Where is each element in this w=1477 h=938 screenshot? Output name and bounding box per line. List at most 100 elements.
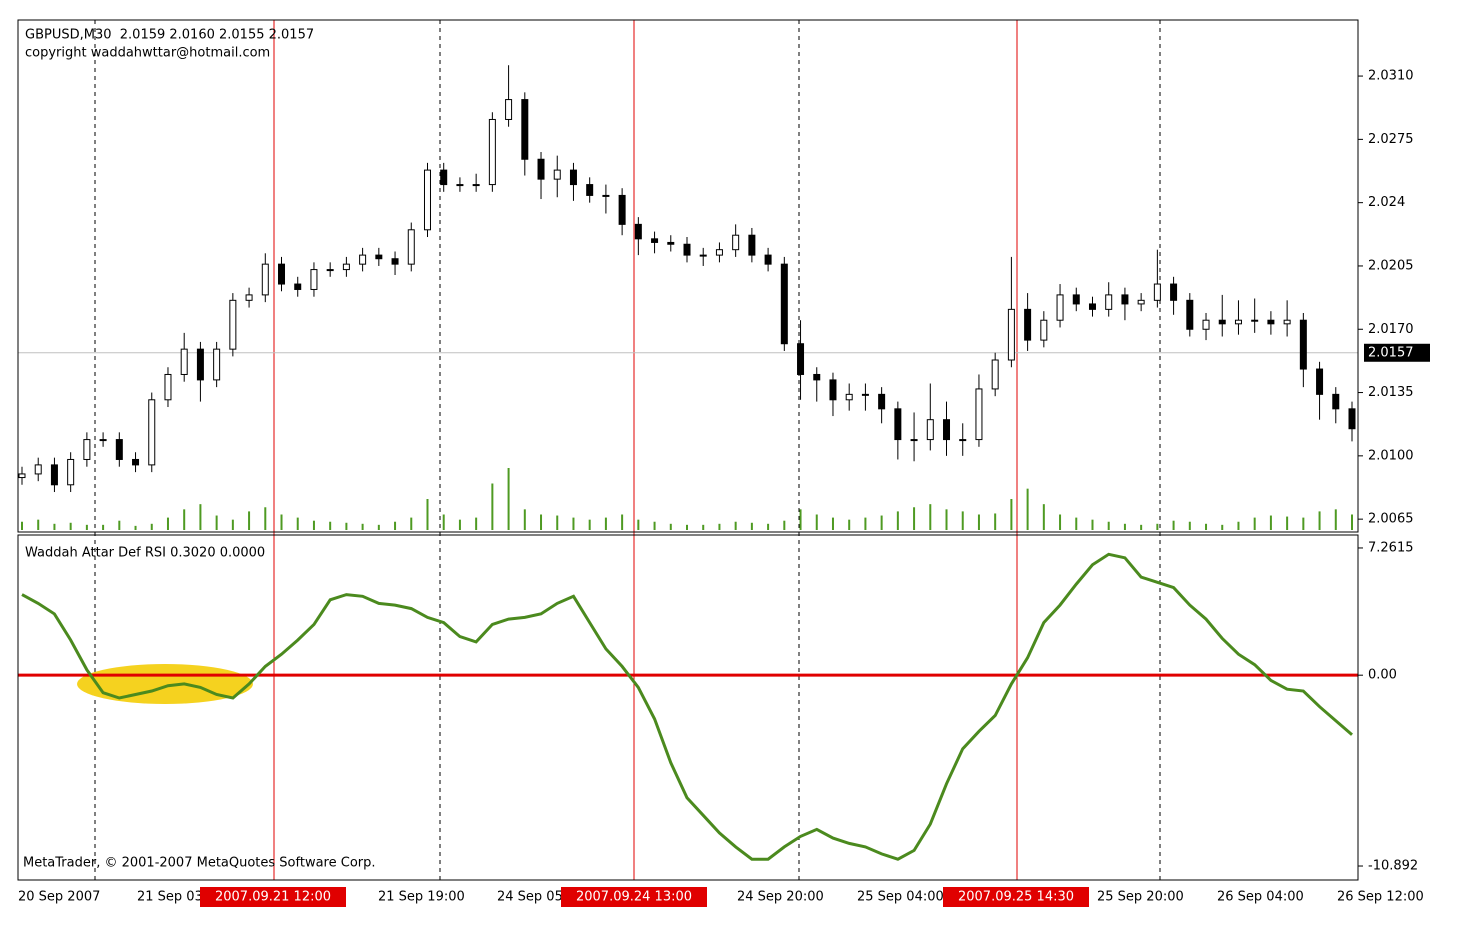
volume-bar	[977, 514, 980, 530]
volume-bar	[458, 519, 461, 530]
candle-body	[407, 229, 415, 265]
candle-body	[829, 379, 837, 401]
candle-body	[1137, 299, 1145, 305]
candle-body	[245, 294, 253, 301]
candle-body	[196, 348, 204, 381]
candle-body	[1088, 303, 1096, 310]
candle-body	[618, 194, 626, 225]
candle-body	[164, 373, 172, 401]
volume-bar	[264, 507, 267, 530]
volume-bar	[604, 517, 607, 530]
candle-body	[926, 419, 934, 441]
marks	[18, 65, 1363, 867]
volume-bar	[1091, 519, 1094, 530]
last-price-box	[1364, 343, 1430, 362]
candle-body	[1218, 319, 1226, 325]
marker-label-box	[200, 887, 346, 907]
volume-bar	[1059, 514, 1062, 530]
volume-bar	[410, 517, 413, 530]
volume-bar	[1269, 515, 1272, 530]
volume-bar	[280, 514, 283, 530]
volume-bar	[734, 521, 737, 530]
candle-body	[1316, 368, 1324, 395]
y-tick-label: -10.892	[1368, 859, 1418, 874]
marker-label: 2007.09.21 12:00	[215, 890, 331, 905]
y-tick-label: 2.0100	[1368, 448, 1414, 463]
volume-bar	[426, 499, 429, 530]
candle-body	[943, 419, 951, 441]
candle-body	[861, 393, 869, 396]
candle-body	[521, 99, 529, 160]
candle-body	[797, 343, 805, 375]
volume-bar	[1253, 517, 1256, 530]
volume-bar	[377, 524, 380, 530]
volume-bar	[540, 514, 543, 530]
candle-body	[423, 169, 431, 231]
candle-body	[1024, 308, 1032, 341]
y-tick-label: 7.2615	[1368, 540, 1414, 555]
volume-bar	[896, 511, 899, 530]
volume-bar	[523, 509, 526, 530]
volume-bar	[507, 468, 510, 530]
frame	[17, 19, 1359, 881]
candle-body	[488, 118, 496, 186]
candle-body	[748, 234, 756, 256]
x-tick-label: 26 Sep 12:00	[1337, 890, 1424, 905]
volume-bar	[85, 524, 88, 530]
y-tick-label: 2.0310	[1368, 69, 1414, 84]
volume-bar	[183, 509, 186, 530]
candle-body	[1007, 308, 1015, 361]
candle-body	[780, 263, 788, 345]
x-tick-label: 26 Sep 04:00	[1217, 890, 1304, 905]
volume-bar	[702, 524, 705, 530]
marker-label: 2007.09.24 13:00	[576, 890, 692, 905]
candle-body	[602, 194, 610, 197]
candle-body	[569, 169, 577, 186]
candle-body	[1040, 319, 1048, 341]
volume-bar	[491, 483, 494, 530]
candle-body	[959, 439, 967, 442]
candle-body	[651, 238, 659, 243]
volume-bar	[669, 523, 672, 530]
volume-bar	[621, 514, 624, 530]
marker-label: 2007.09.25 14:30	[958, 890, 1074, 905]
candle-body	[115, 439, 123, 460]
candle-body	[440, 169, 448, 186]
volume-bar	[572, 517, 575, 530]
volume-bar	[653, 521, 656, 530]
volume-bar	[312, 520, 315, 530]
volume-bar	[475, 517, 478, 530]
volume-bar	[345, 522, 348, 530]
volume-bar	[815, 514, 818, 530]
candle-body	[1299, 319, 1307, 370]
y-tick-label: 2.024	[1368, 195, 1405, 210]
volume-bar	[69, 522, 72, 530]
candle-body	[472, 184, 480, 187]
candle-body	[813, 373, 821, 381]
candle-body	[1121, 294, 1129, 305]
volume-bar	[945, 509, 948, 530]
candle-body	[132, 458, 140, 466]
volume-bar	[134, 525, 137, 530]
volume-bar	[1042, 504, 1045, 530]
volume-bar	[199, 504, 202, 530]
candle-body	[1105, 294, 1113, 310]
candle-body	[683, 243, 691, 256]
volume-bar	[750, 522, 753, 530]
candle-body	[634, 223, 642, 240]
volume-bar	[1351, 514, 1353, 530]
candle-body	[342, 263, 350, 271]
volume-bar	[150, 523, 153, 530]
candle-body	[1153, 283, 1161, 301]
candle-body	[359, 254, 367, 265]
volume-bar	[1010, 499, 1013, 530]
clip-cover	[1430, 880, 1477, 938]
candle-body	[1332, 393, 1340, 410]
candle-body	[505, 99, 513, 120]
candle-body	[229, 299, 237, 350]
x-tick-label: 24 Sep 20:00	[737, 890, 824, 905]
volume-bar	[37, 519, 40, 530]
volume-bar	[913, 507, 916, 530]
last-price-label: 2.0157	[1368, 345, 1414, 360]
